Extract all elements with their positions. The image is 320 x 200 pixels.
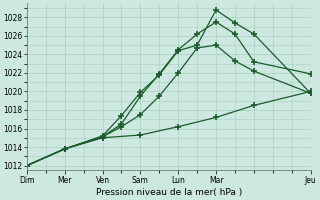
X-axis label: Pression niveau de la mer( hPa ): Pression niveau de la mer( hPa ) bbox=[96, 188, 242, 197]
